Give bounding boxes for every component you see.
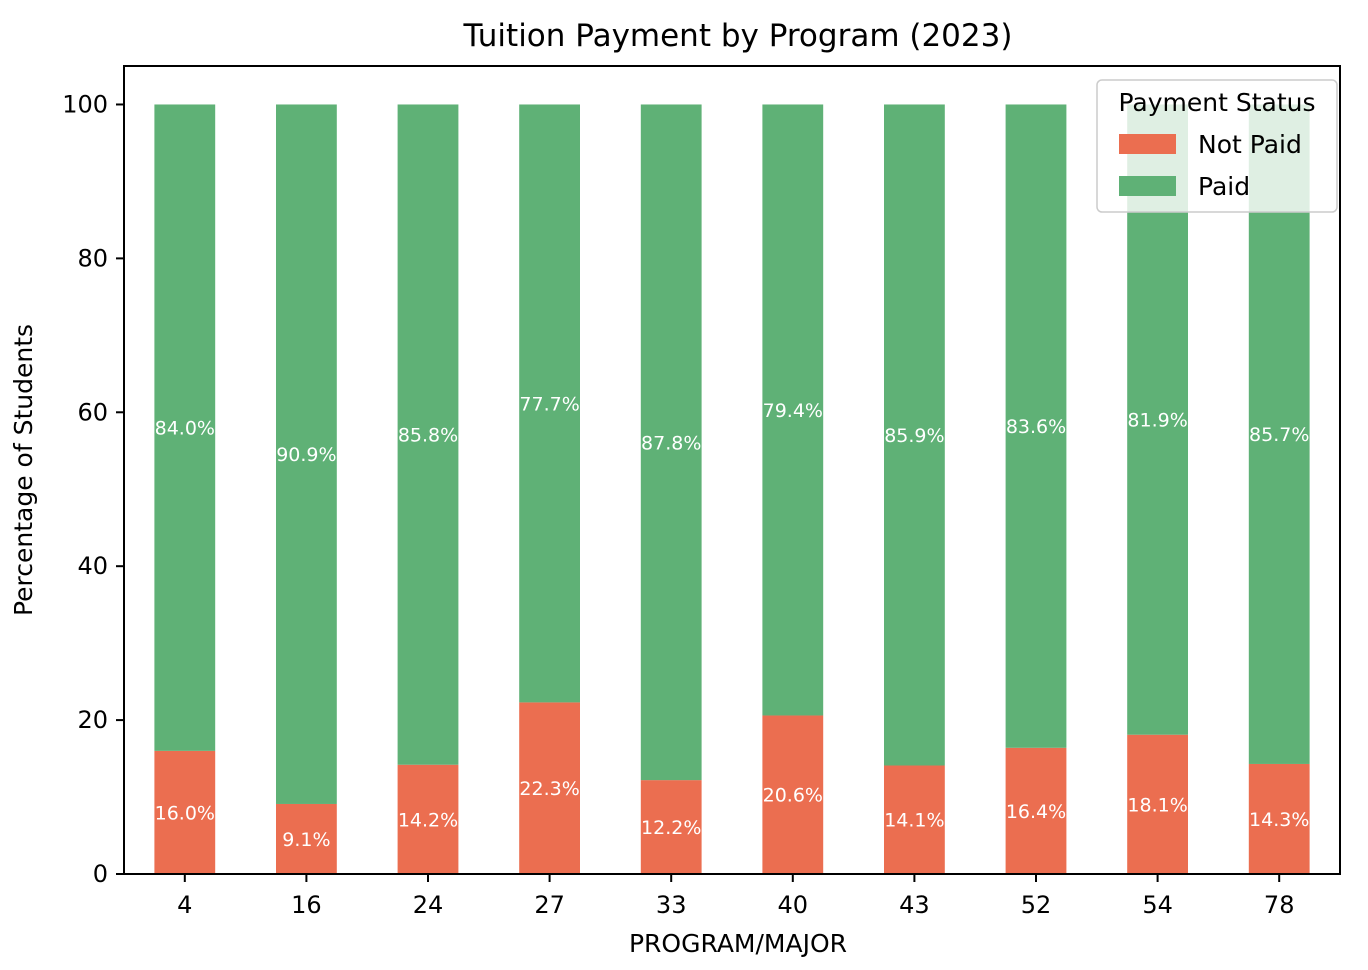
x-tick-label: 40 bbox=[778, 891, 809, 919]
x-tick-label: 54 bbox=[1142, 891, 1173, 919]
bar-not-paid-4 bbox=[154, 750, 216, 874]
bar-not-paid-40 bbox=[762, 715, 824, 874]
bar-label-paid-16: 90.9% bbox=[276, 444, 336, 466]
bar-not-paid-16 bbox=[276, 803, 337, 874]
y-axis: 0 20 40 60 80 100 bbox=[62, 90, 124, 888]
bar-paid-78 bbox=[1248, 104, 1310, 764]
bar-not-paid-24 bbox=[397, 764, 459, 874]
bar-not-paid-54 bbox=[1127, 734, 1188, 874]
bar-paid-24 bbox=[397, 104, 459, 765]
bar-not-paid-52 bbox=[1005, 747, 1067, 874]
legend-swatch-not-paid bbox=[1119, 134, 1176, 154]
y-tick-label: 20 bbox=[77, 706, 108, 734]
bar-label-not-paid-78: 14.3% bbox=[1249, 809, 1309, 831]
bar-label-paid-43: 85.9% bbox=[884, 425, 944, 447]
bar-paid-40 bbox=[762, 104, 824, 716]
legend-label-not-paid: Not Paid bbox=[1198, 130, 1302, 159]
x-tick-label: 43 bbox=[899, 891, 930, 919]
bar-paid-4 bbox=[154, 104, 216, 751]
plot-frame bbox=[123, 65, 1341, 875]
bar-label-paid-24: 85.8% bbox=[398, 425, 458, 447]
bar-label-not-paid-33: 12.2% bbox=[641, 817, 701, 839]
y-tick-label: 60 bbox=[77, 398, 108, 426]
bar-paid-33 bbox=[640, 104, 702, 781]
legend-swatch-paid bbox=[1119, 176, 1176, 196]
bar-not-paid-78 bbox=[1248, 763, 1310, 874]
y-tick-label: 100 bbox=[62, 90, 108, 118]
bar-label-paid-27: 77.7% bbox=[519, 393, 579, 415]
plot-area: 16.0% 84.0% 9.1% 90.9% 14.2% 85.8% 22.3% 77.7% 1… bbox=[154, 104, 1310, 874]
chart-title: Tuition Payment by Program (2023) bbox=[463, 18, 1013, 54]
bar-label-not-paid-4: 16.0% bbox=[155, 802, 215, 824]
x-tick-label: 52 bbox=[1021, 891, 1052, 919]
x-tick-label: 4 bbox=[177, 891, 192, 919]
y-tick-label: 80 bbox=[77, 244, 108, 272]
x-axis: 4 16 24 27 33 40 43 52 54 78 bbox=[177, 874, 1294, 919]
bar-label-paid-33: 87.8% bbox=[641, 432, 701, 454]
bar-label-not-paid-27: 22.3% bbox=[519, 778, 579, 800]
bar-not-paid-43 bbox=[884, 765, 945, 874]
legend: Payment Status Not Paid Paid bbox=[1096, 79, 1338, 213]
x-tick-label: 24 bbox=[413, 891, 444, 919]
bar-not-paid-33 bbox=[640, 780, 702, 874]
bar-label-not-paid-54: 18.1% bbox=[1127, 794, 1187, 816]
bar-not-paid-27 bbox=[519, 702, 580, 874]
bar-label-paid-52: 83.6% bbox=[1006, 416, 1066, 438]
bar-label-paid-78: 85.7% bbox=[1249, 424, 1309, 446]
y-tick-label: 40 bbox=[77, 552, 108, 580]
bar-paid-16 bbox=[276, 104, 337, 804]
bar-paid-52 bbox=[1005, 104, 1067, 748]
bar-paid-27 bbox=[519, 104, 580, 703]
legend-label-paid: Paid bbox=[1198, 172, 1250, 201]
bar-label-not-paid-52: 16.4% bbox=[1006, 801, 1066, 823]
bar-label-paid-4: 84.0% bbox=[155, 418, 215, 440]
bar-label-not-paid-40: 20.6% bbox=[763, 785, 823, 807]
bar-label-not-paid-16: 9.1% bbox=[282, 829, 330, 851]
x-tick-label: 16 bbox=[291, 891, 322, 919]
x-axis-label: PROGRAM/MAJOR bbox=[629, 929, 847, 958]
y-tick-label: 0 bbox=[93, 860, 108, 888]
x-tick-label: 27 bbox=[534, 891, 565, 919]
x-tick-label: 33 bbox=[656, 891, 687, 919]
bar-paid-43 bbox=[884, 104, 945, 766]
legend-title: Payment Status bbox=[1118, 88, 1315, 117]
x-tick-label: 78 bbox=[1264, 891, 1295, 919]
bar-label-not-paid-24: 14.2% bbox=[398, 809, 458, 831]
bar-label-not-paid-43: 14.1% bbox=[884, 810, 944, 832]
bar-label-paid-54: 81.9% bbox=[1127, 410, 1187, 432]
bar-label-paid-40: 79.4% bbox=[763, 400, 823, 422]
y-axis-label: Percentage of Students bbox=[9, 324, 38, 616]
